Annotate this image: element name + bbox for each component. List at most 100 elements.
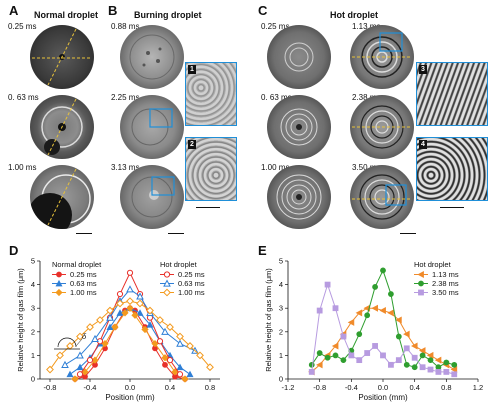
data-point <box>451 371 458 378</box>
data-point <box>379 307 386 315</box>
scale-bar-b-inset <box>196 207 220 209</box>
legend-marker <box>55 288 63 297</box>
droplet-frame-a3 <box>30 165 94 229</box>
droplet-frame-c6 <box>350 165 414 229</box>
droplet-frame-c1 <box>267 25 331 89</box>
inset-4: 4 <box>416 137 488 201</box>
data-point <box>176 339 184 347</box>
x-tick-label: -0.4 <box>84 383 97 392</box>
data-point <box>176 363 184 371</box>
y-tick-label: 3 <box>279 304 283 313</box>
series-line-1 <box>69 307 191 375</box>
panel-b-time-3: 3.13 ms <box>111 163 140 172</box>
data-point <box>101 339 109 348</box>
legend-marker <box>417 270 424 279</box>
data-point <box>426 351 434 359</box>
x-tick-label: -1.2 <box>282 383 295 392</box>
legend-label: 1.13 ms <box>432 270 459 279</box>
y-tick-label: 3 <box>31 304 35 313</box>
data-point <box>419 352 426 359</box>
data-point <box>76 351 84 359</box>
data-point <box>316 307 323 314</box>
x-tick-label: 0.4 <box>165 383 175 392</box>
y-tick-label: 0 <box>279 375 283 384</box>
x-tick-label: 1.2 <box>473 383 483 392</box>
data-point <box>161 354 169 362</box>
data-point <box>136 309 144 316</box>
panel-a-time-2: 0. 63 ms <box>8 93 39 102</box>
data-point <box>403 361 410 368</box>
data-point <box>348 352 355 359</box>
data-point <box>324 281 331 288</box>
legend-label: 0.25 ms <box>178 270 205 279</box>
data-point <box>146 306 154 315</box>
inset-2-number: 2 <box>188 140 196 149</box>
data-point <box>388 291 394 297</box>
panel-c-letter: C <box>258 3 268 18</box>
data-point <box>106 306 114 315</box>
droplet-frame-a1 <box>30 25 94 89</box>
x-tick-label: -0.8 <box>313 383 326 392</box>
legend-title-0: Normal droplet <box>52 260 102 269</box>
data-point <box>443 359 450 366</box>
data-point <box>364 312 371 319</box>
legend-label: 0.63 ms <box>70 279 97 288</box>
data-point <box>66 370 74 378</box>
x-tick-label: 0.4 <box>409 383 419 392</box>
delta-annotation: δ <box>82 332 87 341</box>
data-point <box>332 352 339 359</box>
y-tick-label: 5 <box>31 257 35 266</box>
data-point <box>403 330 410 338</box>
data-point <box>403 345 410 352</box>
data-point <box>395 357 402 364</box>
data-point <box>186 370 194 378</box>
data-point <box>76 371 84 378</box>
data-point <box>387 309 394 317</box>
data-point <box>106 313 114 321</box>
data-point <box>316 350 323 356</box>
data-point <box>61 360 69 368</box>
data-point <box>364 350 371 356</box>
data-point <box>106 323 114 330</box>
legend-title: Hot droplet <box>414 260 452 269</box>
droplet-frame-c4 <box>350 25 414 89</box>
y-tick-label: 2 <box>279 327 283 336</box>
data-point <box>126 297 134 306</box>
data-point <box>435 369 442 375</box>
data-point <box>340 357 347 364</box>
data-point <box>347 318 355 326</box>
data-point <box>395 333 402 340</box>
data-point <box>116 290 124 298</box>
data-point <box>86 357 94 364</box>
panel-c-time-6: 3.50 ms <box>352 163 381 172</box>
data-point <box>419 364 426 371</box>
data-point <box>141 325 149 334</box>
data-point <box>156 338 164 345</box>
data-point <box>126 285 134 293</box>
panel-b-time-1: 0.88 ms <box>111 22 140 31</box>
data-point <box>435 364 442 371</box>
droplet-frame-c2 <box>267 95 331 159</box>
droplet-sketch-icon <box>57 337 77 348</box>
y-tick-label: 4 <box>279 280 283 289</box>
data-point <box>151 339 159 348</box>
data-point <box>126 269 134 276</box>
x-tick-label: -0.4 <box>345 383 358 392</box>
data-point <box>76 332 84 341</box>
legend-label: 0.25 ms <box>70 270 97 279</box>
data-point <box>331 342 339 350</box>
data-point <box>116 309 124 316</box>
data-point <box>340 333 347 340</box>
legend-marker <box>163 279 171 287</box>
data-point <box>156 316 164 324</box>
series-line-0 <box>74 307 186 380</box>
data-point <box>146 321 154 328</box>
delta-arrow-icon <box>75 338 83 347</box>
legend-title-1: Hot droplet <box>160 260 198 269</box>
droplet-frame-b3 <box>120 165 184 229</box>
inset-4-number: 4 <box>419 140 427 149</box>
panel-b-title: Burning droplet <box>134 10 202 20</box>
data-point <box>388 361 394 368</box>
data-point <box>395 316 402 324</box>
panel-c-title: Hot droplet <box>330 10 378 20</box>
